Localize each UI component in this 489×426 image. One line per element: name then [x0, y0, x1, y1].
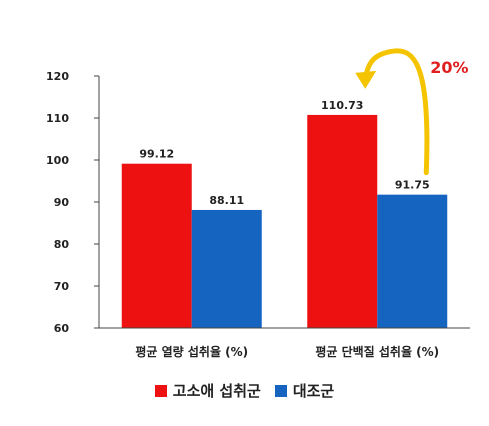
legend-label-series-1: 고소애 섭취군 — [172, 382, 261, 400]
growth-annotation: 20% — [355, 48, 469, 176]
y-tick-label: 70 — [54, 280, 70, 293]
y-tick-label: 60 — [54, 322, 70, 335]
data-label: 88.11 — [209, 194, 244, 207]
data-label: 99.12 — [139, 148, 174, 161]
y-tick-label: 110 — [46, 112, 69, 125]
bar-control-1 — [191, 209, 262, 328]
legend-item-series-1: 고소애 섭취군 — [154, 380, 261, 401]
y-tick-label: 90 — [54, 196, 70, 209]
bar-treatment-1 — [121, 163, 192, 328]
legend-swatch-blue — [274, 384, 287, 397]
curved-arrow — [363, 48, 430, 176]
bar-treatment-2 — [307, 114, 378, 329]
arrow-head — [355, 70, 377, 89]
y-tick-label: 120 — [46, 70, 69, 83]
legend-label-series-2: 대조군 — [292, 382, 335, 400]
data-label: 91.75 — [395, 179, 430, 192]
data-label: 110.73 — [321, 99, 363, 112]
y-tick-label: 80 — [54, 238, 70, 251]
category-labels: 평균 열량 섭취율 (%) 평균 단백질 섭취율 (%) — [135, 344, 439, 359]
legend-item-series-2: 대조군 — [274, 380, 335, 401]
legend-swatch-red — [154, 384, 167, 397]
bars — [121, 114, 448, 329]
y-tick-label: 100 — [46, 154, 69, 167]
category-label: 평균 열량 섭취율 (%) — [135, 344, 248, 359]
legend: 고소애 섭취군 대조군 — [0, 380, 489, 401]
y-axis-ticks: 60 70 80 90 100 110 120 — [46, 70, 99, 335]
annotation-text: 20% — [430, 58, 468, 77]
bar-control-2 — [377, 194, 448, 328]
category-label: 평균 단백질 섭취율 (%) — [315, 344, 439, 359]
data-labels: 99.12 88.11 110.73 91.75 — [139, 99, 429, 207]
